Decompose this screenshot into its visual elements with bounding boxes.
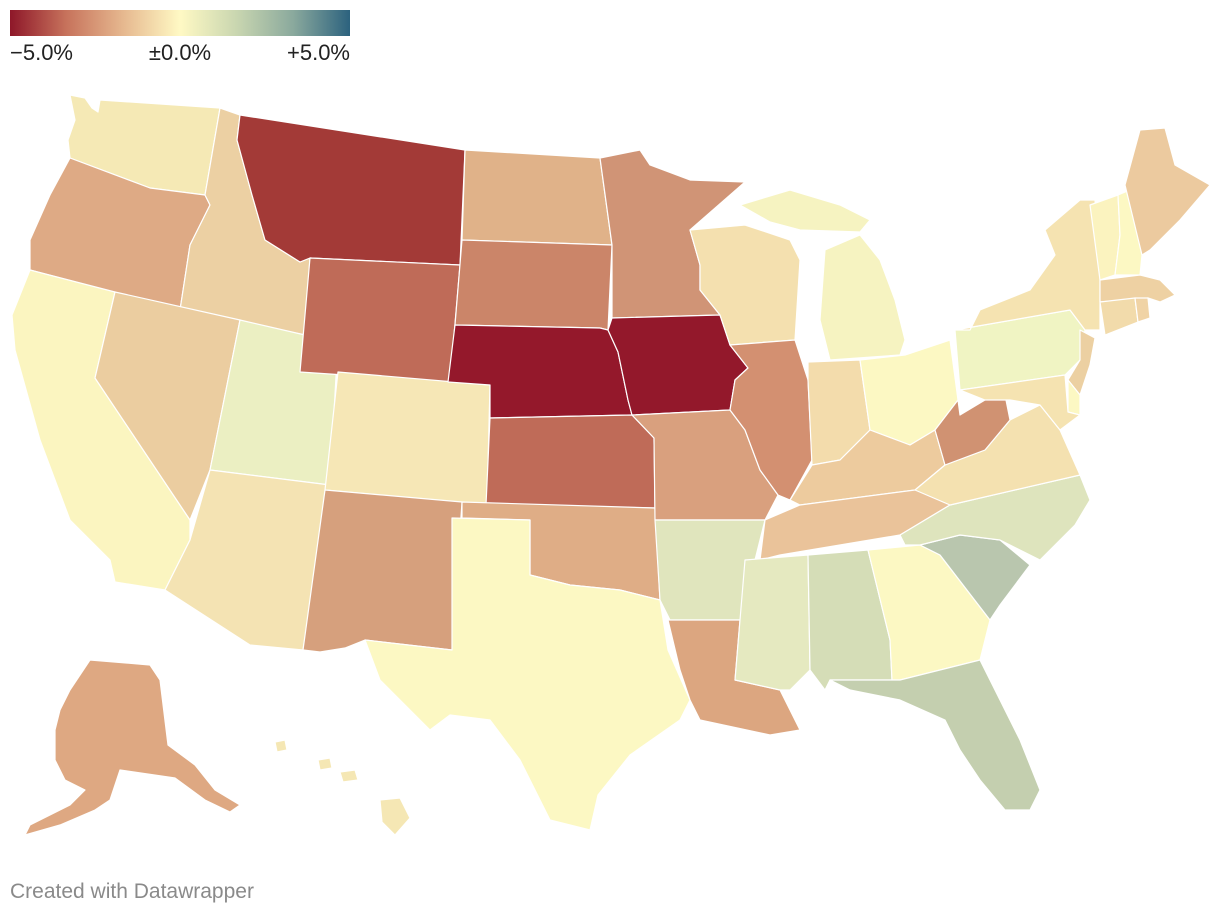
state-sd[interactable]: [454, 239, 613, 331]
legend-min-label: −5.0%: [10, 40, 73, 65]
state-ct[interactable]: [1099, 297, 1139, 336]
state-ks[interactable]: [485, 414, 656, 509]
state-ak[interactable]: [24, 659, 241, 836]
state-fl[interactable]: [829, 659, 1041, 811]
state-nv[interactable]: [94, 291, 241, 521]
state-me[interactable]: [1124, 127, 1211, 256]
state-mt[interactable]: [236, 114, 466, 266]
us-state-map: [11, 94, 1211, 836]
credit-text: Created with Datawrapper: [10, 880, 254, 903]
state-il[interactable]: [729, 339, 813, 501]
state-ny[interactable]: [954, 199, 1101, 331]
state-nm[interactable]: [302, 489, 463, 653]
state-md[interactable]: [959, 374, 1081, 431]
legend-mid-label: ±0.0%: [148, 40, 212, 65]
legend-color-ramp: [10, 10, 350, 36]
state-ri[interactable]: [1134, 297, 1151, 323]
state-ms[interactable]: [734, 554, 811, 691]
state-co[interactable]: [324, 371, 491, 506]
state-mi[interactable]: [739, 189, 906, 361]
color-legend: −5.0% ±0.0% +5.0%: [10, 8, 350, 68]
legend-max-label: +5.0%: [287, 40, 350, 65]
state-tx[interactable]: [364, 517, 691, 831]
state-hi[interactable]: [274, 739, 411, 836]
state-nd[interactable]: [461, 149, 613, 246]
state-wy[interactable]: [299, 257, 461, 383]
